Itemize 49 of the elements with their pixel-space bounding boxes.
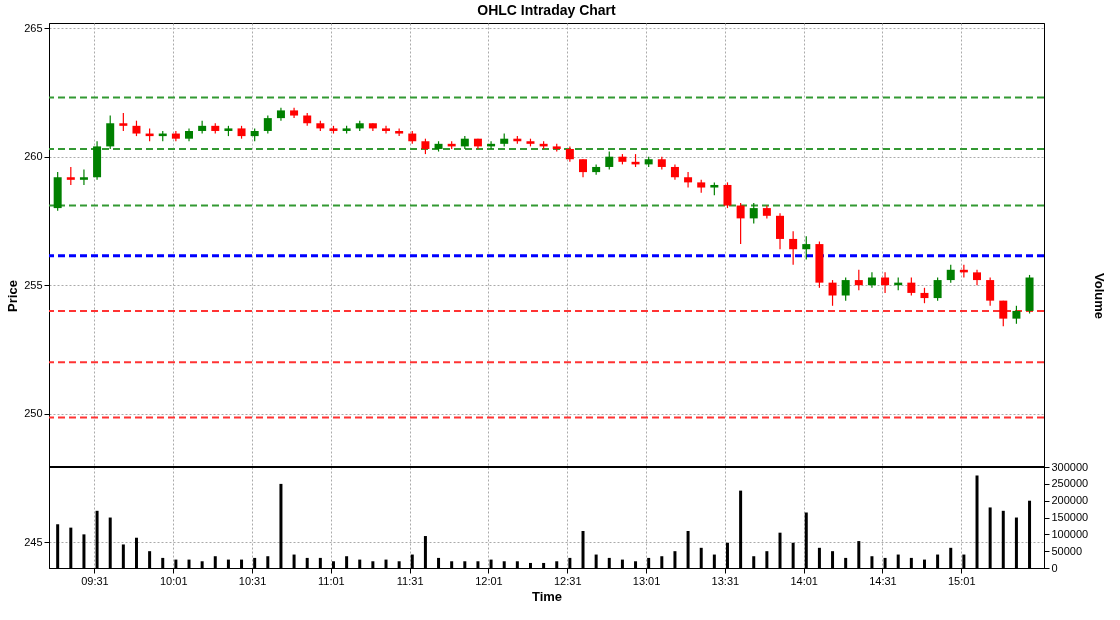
x-tick-label: 09:31: [81, 574, 109, 587]
y2-axis-title: Volume: [1092, 273, 1108, 319]
candlestick: [986, 276, 995, 307]
x-tick-label: 15:01: [947, 574, 976, 587]
x-axis-title: Time: [531, 588, 563, 604]
candlestick: [736, 202, 745, 245]
candlestick: [198, 120, 207, 135]
candlestick: [592, 163, 601, 176]
x-tick-label: 13:31: [711, 574, 740, 587]
candlestick: [382, 125, 391, 135]
candlestick: [106, 114, 115, 150]
x-tick-label: 10:31: [238, 574, 267, 587]
y-tick-label: 265: [24, 21, 43, 34]
y-tick-label: 250: [24, 407, 43, 420]
chart-title: OHLC Intraday Chart: [477, 2, 617, 19]
y-tick-label: 245: [24, 535, 43, 548]
x-tick-label: 14:01: [790, 574, 818, 587]
y-tick-label: 255: [24, 278, 43, 291]
y2-tick-label: 200000: [1051, 494, 1089, 507]
candlestick: [776, 212, 785, 250]
candlestick: [789, 230, 798, 266]
x-tick-label: 11:31: [396, 574, 424, 587]
candlestick: [881, 271, 890, 294]
y2-tick-label: 250000: [1051, 477, 1089, 490]
y2-tick-label: 50000: [1051, 544, 1083, 557]
x-tick-label: 12:31: [553, 574, 582, 587]
y2-tick-label: 100000: [1051, 527, 1089, 540]
candlestick: [723, 181, 732, 209]
candlestick: [854, 269, 863, 291]
candlestick: [684, 171, 693, 189]
x-tick-label: 10:01: [159, 574, 188, 587]
candlestick: [79, 168, 88, 186]
x-tick-label: 14:31: [869, 574, 897, 587]
candlestick: [749, 202, 758, 225]
candlestick: [867, 271, 876, 289]
x-tick-label: 11:01: [318, 574, 345, 587]
y2-tick-label: 300000: [1051, 460, 1089, 473]
y2-tick-label: 150000: [1051, 511, 1089, 524]
candlestick: [802, 235, 811, 261]
candlestick: [395, 127, 404, 137]
y-axis-title: Price: [5, 280, 21, 312]
x-tick-label: 12:01: [475, 574, 503, 587]
y-tick-label: 260: [24, 150, 43, 163]
x-tick-label: 13:01: [632, 574, 661, 587]
candlestick: [841, 276, 850, 302]
candlestick: [933, 276, 942, 302]
y2-tick-label: 0: [1051, 561, 1058, 574]
candlestick: [828, 279, 837, 307]
candlestick: [999, 300, 1008, 327]
